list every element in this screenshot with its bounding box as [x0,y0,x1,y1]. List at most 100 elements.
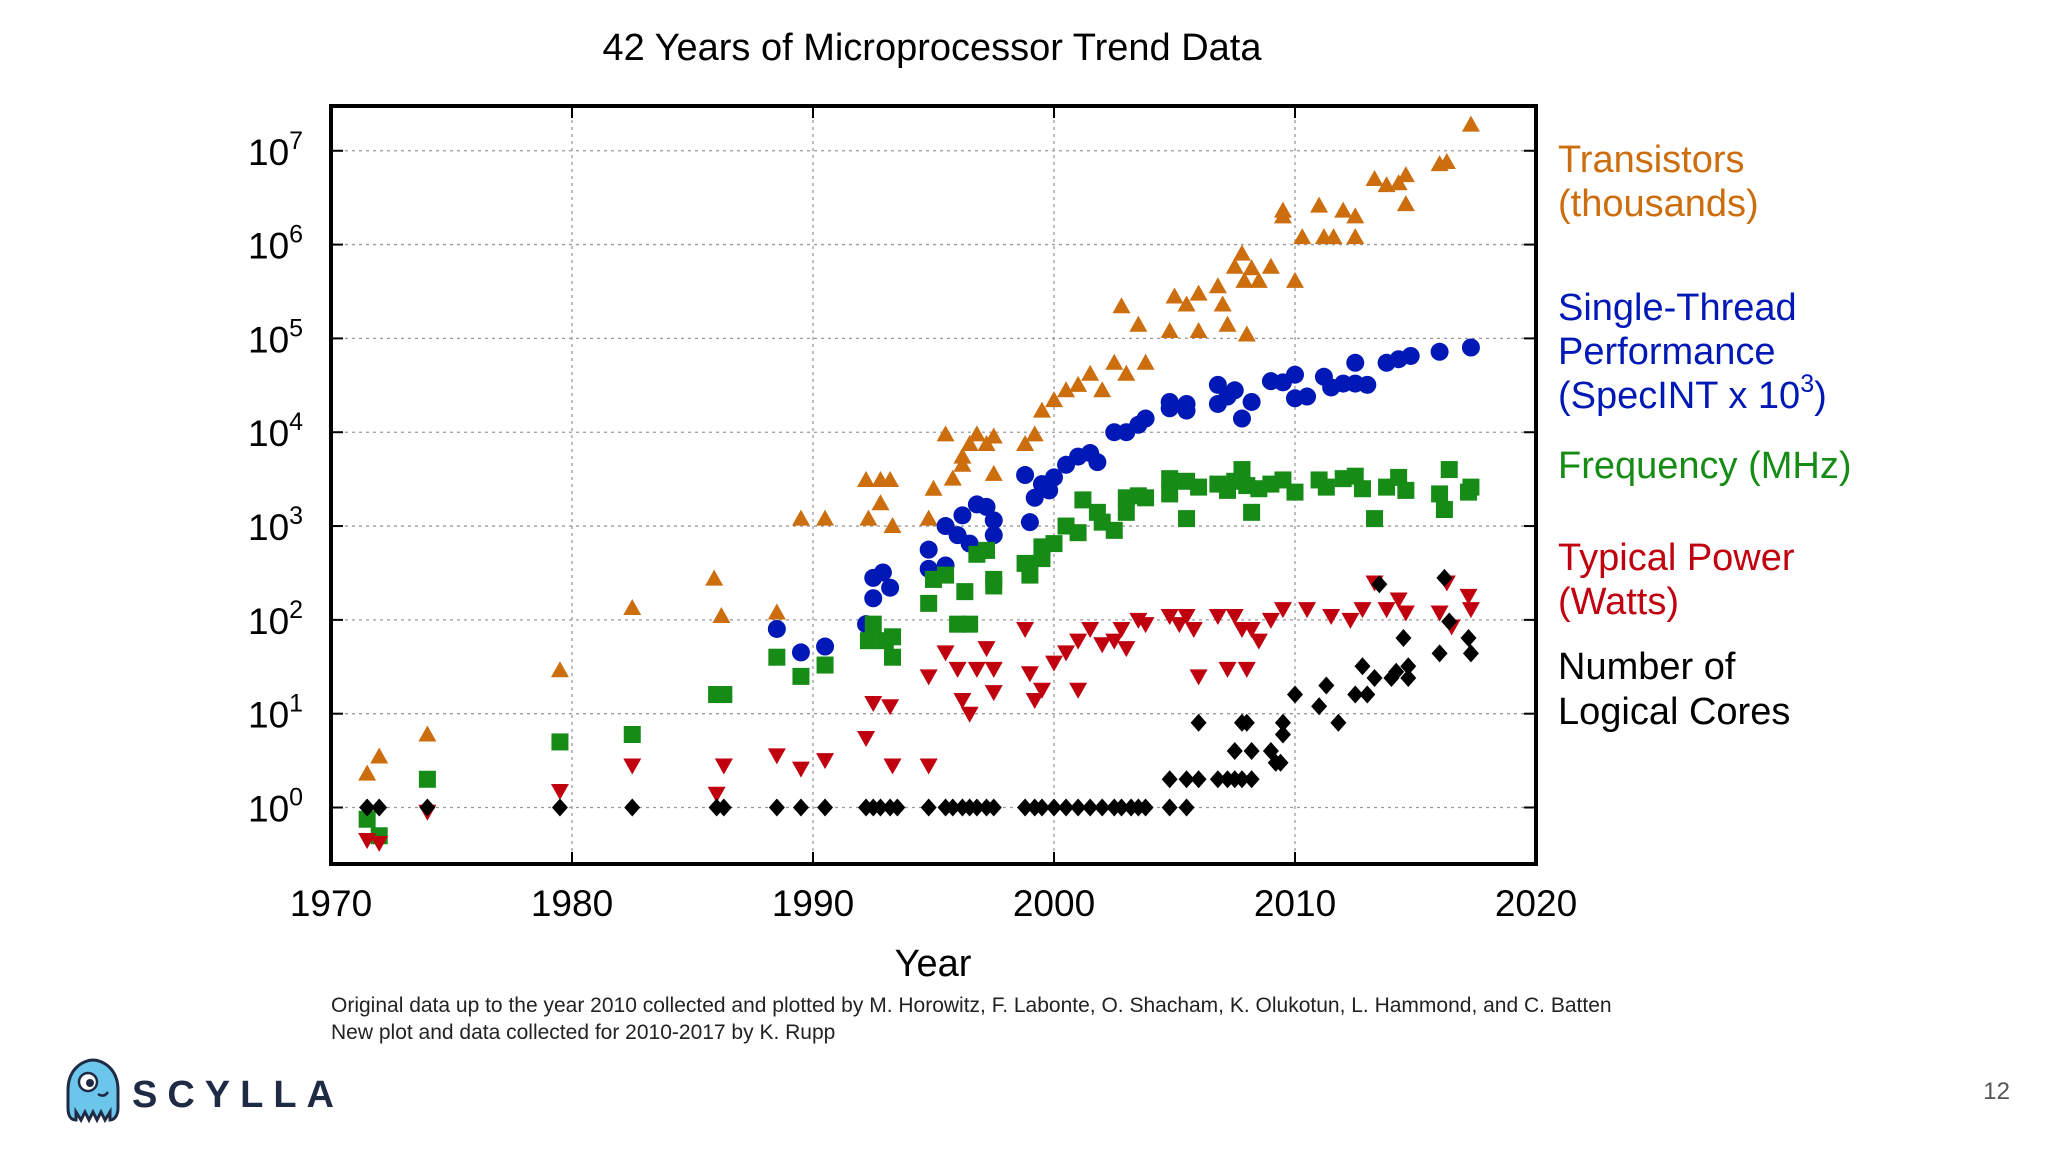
cores-point [1400,657,1417,676]
single_thread-point [1461,338,1480,357]
power-point [707,786,726,803]
power-point [1377,602,1396,619]
cores-point [872,798,889,817]
cores-point [985,798,1002,817]
transistors-point [1346,228,1365,245]
transistors-point [712,606,731,623]
transistors-point [1136,353,1155,370]
transistors-point [816,509,835,526]
transistors-point [1237,325,1256,342]
transistors-point [1242,259,1261,276]
transistors-point [1334,201,1353,218]
power-point [857,731,876,748]
transistors-point [1273,201,1292,218]
transistors-point [623,598,642,615]
power-point [1177,608,1196,625]
single_thread-point [1242,392,1261,411]
cores-point [359,798,376,817]
transistors-point [984,427,1003,444]
transistors-point [1177,295,1196,312]
transistors-point [924,479,943,496]
power-point [967,661,986,678]
x-tick-label: 1990 [772,883,854,924]
transistors-point [1045,391,1063,408]
power-point [1081,621,1100,638]
power-point [1459,588,1478,605]
transistors-point [1261,257,1280,274]
frequency-point [937,566,955,584]
power-point [791,761,810,778]
cores-point [624,798,641,817]
cores-point [1274,713,1291,732]
cores-point [1113,798,1130,817]
power-point [1032,682,1051,699]
transistors-point [1208,277,1227,294]
single_thread-point [1177,401,1196,420]
transistors-point [550,661,569,678]
power-point [1129,612,1148,629]
transistors-point [1218,315,1237,332]
cores-point [715,798,732,817]
power-point [1461,602,1480,619]
y-tick-label: 106 [248,221,303,267]
transistors-point [1461,115,1480,132]
single_thread-point [1088,453,1107,472]
cores-point [1400,669,1417,688]
single_thread-point [984,526,1003,545]
x-tick-label: 1980 [531,883,613,924]
frequency-point [1366,510,1384,528]
transistors-point [984,464,1003,481]
frequency-point [1161,470,1179,488]
power-point [1389,592,1408,609]
single_thread-point [816,637,835,656]
power-point [1261,612,1280,629]
power-point [1016,621,1035,638]
cores-point [1238,713,1255,732]
page-number: 12 [1983,1078,2010,1105]
single_thread-point [767,619,786,638]
power-point [1105,633,1124,650]
transistors-point [871,494,890,511]
single_thread-point [1346,353,1365,372]
y-tick-label: 103 [248,502,303,548]
power-point [1025,692,1044,709]
transistors-point [1165,287,1184,304]
transistors-point [1189,284,1208,301]
transistors-point [1389,174,1408,191]
frequency-legend-line: Frequency (MHz) [1558,445,1852,487]
cores-point [1058,798,1075,817]
power-point [1136,617,1155,634]
cores-point [1371,575,1388,594]
transistors-point [1105,353,1124,370]
cores-point [1243,742,1260,761]
transistors-point [370,747,389,764]
cores-point [1233,770,1250,789]
power-legend-line: Typical Power [1558,537,1795,579]
power-series [358,575,1480,852]
cores-point [920,798,937,817]
single_thread-point [1286,365,1304,384]
power-point [919,758,938,775]
power-point [1218,661,1237,678]
power-point [1045,655,1063,672]
transistors-point [705,569,724,586]
cores-point [1178,798,1195,817]
cores-point [1070,798,1087,817]
transistors-point [919,509,938,526]
frequency-point [551,733,569,751]
transistors-point [1365,170,1384,187]
transistors-point [1235,271,1254,288]
cores-point [1395,629,1412,648]
power-point [881,699,900,716]
transistors-legend-line: (thousands) [1558,183,1759,225]
single_thread-point [984,511,1003,530]
power-point [714,758,733,775]
cores-point [1318,676,1335,695]
frequency-point [1105,521,1123,539]
transistors-point [943,469,962,486]
frequency-point [884,628,902,646]
chart-title: 42 Years of Microprocessor Trend Data [602,27,1262,69]
cores-point [1436,568,1453,587]
transistors-point [791,509,810,526]
single_thread-point [791,643,810,662]
